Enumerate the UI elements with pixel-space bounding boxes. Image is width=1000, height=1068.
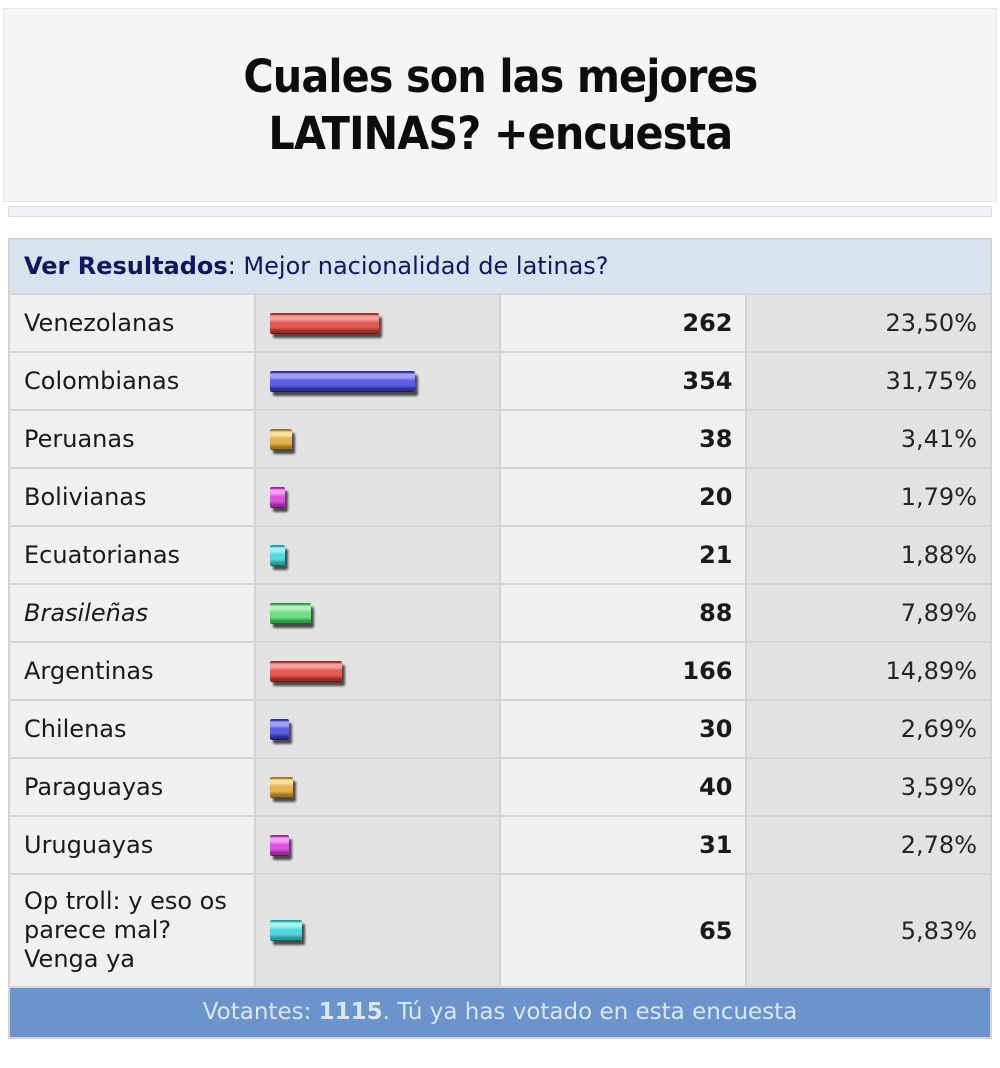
option-label: Brasileñas — [8, 583, 256, 643]
option-votes: 166 — [499, 641, 747, 701]
option-bar-cell — [253, 699, 501, 759]
option-label: Op troll: y eso os parece mal? Venga ya — [8, 873, 256, 988]
separator-strip — [8, 206, 992, 217]
page: Cuales son las mejores LATINAS? +encuest… — [0, 8, 1000, 1039]
option-bar-cell — [253, 757, 501, 817]
poll-option-row: Paraguayas 40 3,59% — [8, 757, 992, 817]
poll-option-row: Op troll: y eso os parece mal? Venga ya … — [8, 873, 992, 988]
option-percent: 3,59% — [744, 757, 992, 817]
poll-option-row: Colombianas 354 31,75% — [8, 351, 992, 411]
option-bar-cell — [253, 467, 501, 527]
option-label: Argentinas — [8, 641, 256, 701]
option-label: Colombianas — [8, 351, 256, 411]
option-label: Ecuatorianas — [8, 525, 256, 585]
poll-option-row: Argentinas 166 14,89% — [8, 641, 992, 701]
result-bar — [269, 486, 285, 508]
poll-option-row: Peruanas 38 3,41% — [8, 409, 992, 469]
option-label: Bolivianas — [8, 467, 256, 527]
result-bar — [269, 920, 302, 941]
option-votes: 31 — [499, 815, 747, 875]
option-label: Paraguayas — [8, 757, 256, 817]
option-percent: 2,78% — [744, 815, 992, 875]
option-percent: 23,50% — [744, 293, 992, 353]
poll-header-title: Ver Resultados — [24, 252, 228, 280]
poll-header-row: Ver Resultados: Mejor nacionalidad de la… — [8, 238, 992, 295]
poll-option-row: Brasileñas 88 7,89% — [8, 583, 992, 643]
option-bar-cell — [253, 293, 501, 353]
poll-header-question: : Mejor nacionalidad de latinas? — [227, 252, 609, 280]
option-bar-cell — [253, 815, 501, 875]
result-bar — [269, 312, 379, 334]
title-panel: Cuales son las mejores LATINAS? +encuest… — [3, 8, 997, 202]
poll-option-row: Venezolanas 262 23,50% — [8, 293, 992, 353]
page-title: Cuales son las mejores LATINAS? +encuest… — [242, 48, 758, 162]
option-votes: 38 — [499, 409, 747, 469]
option-percent: 1,88% — [744, 525, 992, 585]
result-bar — [269, 602, 311, 624]
option-votes: 262 — [499, 293, 747, 353]
result-bar — [269, 718, 289, 740]
option-percent: 1,79% — [744, 467, 992, 527]
option-votes: 65 — [499, 873, 747, 988]
option-votes: 88 — [499, 583, 747, 643]
voters-label: Votantes: — [202, 999, 319, 1025]
result-bar — [269, 834, 289, 856]
result-bar — [269, 370, 415, 392]
option-bar-cell — [253, 409, 501, 469]
option-label: Chilenas — [8, 699, 256, 759]
result-bar — [269, 428, 292, 450]
option-bar-cell — [253, 351, 501, 411]
poll-footer-row: Votantes: 1115. Tú ya has votado en esta… — [8, 986, 992, 1039]
voted-note: . Tú ya has votado en esta encuesta — [382, 999, 798, 1025]
option-percent: 5,83% — [744, 873, 992, 988]
poll-option-row: Bolivianas 20 1,79% — [8, 467, 992, 527]
option-bar-cell — [253, 583, 501, 643]
poll-footer: Votantes: 1115. Tú ya has votado en esta… — [8, 986, 992, 1039]
poll-body: Venezolanas 262 23,50% Colombianas 354 3… — [8, 293, 992, 988]
option-label: Uruguayas — [8, 815, 256, 875]
page-title-line1: Cuales son las mejores — [242, 50, 758, 103]
result-bar — [269, 660, 342, 682]
poll-table: Ver Resultados: Mejor nacionalidad de la… — [8, 238, 992, 1039]
option-percent: 3,41% — [744, 409, 992, 469]
option-votes: 354 — [499, 351, 747, 411]
option-votes: 30 — [499, 699, 747, 759]
option-votes: 21 — [499, 525, 747, 585]
option-votes: 20 — [499, 467, 747, 527]
option-bar-cell — [253, 873, 501, 988]
option-percent: 14,89% — [744, 641, 992, 701]
option-votes: 40 — [499, 757, 747, 817]
option-label: Venezolanas — [8, 293, 256, 353]
option-percent: 2,69% — [744, 699, 992, 759]
result-bar — [269, 544, 285, 566]
poll-option-row: Uruguayas 31 2,78% — [8, 815, 992, 875]
option-bar-cell — [253, 525, 501, 585]
option-percent: 7,89% — [744, 583, 992, 643]
poll-header: Ver Resultados: Mejor nacionalidad de la… — [8, 238, 992, 295]
voters-count: 1115 — [318, 999, 383, 1025]
poll-option-row: Chilenas 30 2,69% — [8, 699, 992, 759]
option-bar-cell — [253, 641, 501, 701]
result-bar — [269, 776, 293, 798]
option-percent: 31,75% — [744, 351, 992, 411]
page-title-line2: LATINAS? +encuesta — [268, 107, 733, 160]
poll-option-row: Ecuatorianas 21 1,88% — [8, 525, 992, 585]
option-label: Peruanas — [8, 409, 256, 469]
